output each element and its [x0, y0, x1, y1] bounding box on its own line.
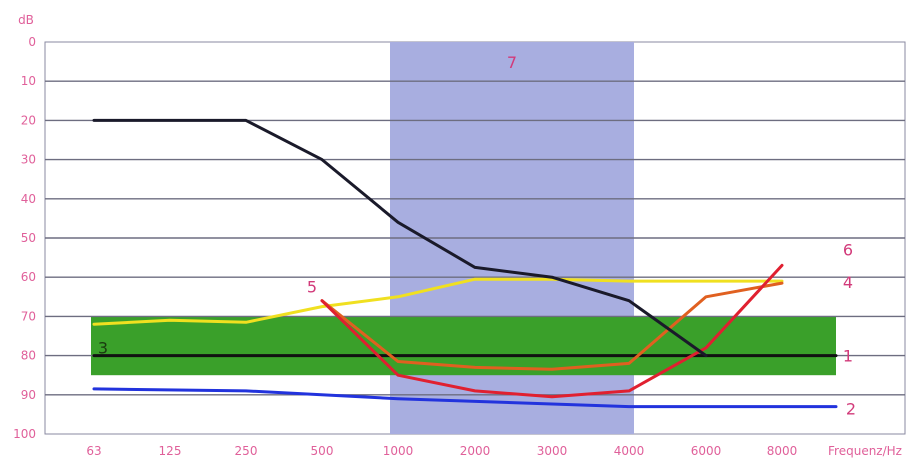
x-tick-label: 8000 — [767, 444, 798, 458]
y-tick-label: 70 — [21, 309, 36, 323]
x-tick-label: 4000 — [614, 444, 645, 458]
y-axis-title: dB — [18, 13, 34, 27]
series-line — [92, 387, 838, 409]
x-tick-label: 6000 — [691, 444, 722, 458]
series-line — [92, 118, 708, 358]
y-tick-label: 100 — [13, 427, 36, 441]
series-layer — [92, 118, 838, 409]
y-tick-label: 80 — [21, 349, 36, 363]
y-tick-label: 50 — [21, 231, 36, 245]
label-layer: 1 2 4 5 6 3 7 — [98, 53, 856, 419]
x-tick-label: 1000 — [383, 444, 414, 458]
series-label: 4 — [843, 273, 853, 292]
y-tick-label: 90 — [21, 388, 36, 402]
series-line — [320, 281, 784, 371]
x-tick-label: 125 — [159, 444, 182, 458]
series-label: 6 — [843, 240, 853, 259]
series-label: 2 — [846, 400, 856, 419]
x-axis-title: Frequenz/Hz — [828, 444, 902, 458]
y-tick-label: 40 — [21, 192, 36, 206]
series-label: 1 — [843, 347, 853, 366]
series-line — [320, 263, 784, 399]
y-tick-label: 30 — [21, 153, 36, 167]
y-tick-label: 0 — [28, 35, 36, 49]
y-tick-label: 20 — [21, 113, 36, 127]
x-tick-label: 63 — [86, 444, 101, 458]
series-label: 5 — [307, 278, 317, 297]
green-band-label: 3 — [98, 339, 108, 358]
x-tick-label: 2000 — [460, 444, 491, 458]
shaded-band-label: 7 — [507, 53, 517, 72]
series-line — [92, 277, 784, 326]
x-tick-label: 3000 — [537, 444, 568, 458]
x-tick-label: 250 — [235, 444, 258, 458]
y-tick-label: 10 — [21, 74, 36, 88]
x-tick-label: 500 — [311, 444, 334, 458]
y-tick-label: 60 — [21, 270, 36, 284]
